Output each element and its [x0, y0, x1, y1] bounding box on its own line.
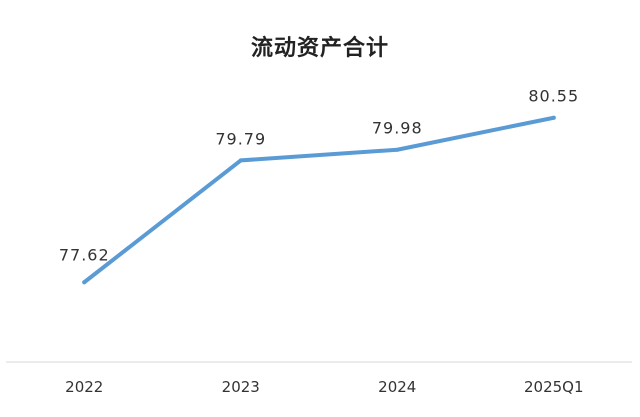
series-line [82, 115, 556, 285]
x-tick-label: 2023 [222, 378, 260, 396]
data-label: 80.55 [528, 87, 579, 106]
data-labels: 77.62 79.79 79.98 80.55 [59, 87, 579, 265]
x-tick-labels: 2022 2023 2024 2025Q1 [65, 378, 583, 396]
x-tick-label: 2022 [65, 378, 103, 396]
data-label: 79.98 [372, 119, 423, 138]
data-point-2024 [395, 147, 400, 152]
data-point-2025Q1 [551, 115, 556, 120]
x-tick-label: 2025Q1 [524, 378, 584, 396]
data-label: 79.79 [215, 129, 266, 148]
chart-title: 流动资产合计 [250, 35, 389, 61]
data-label: 77.62 [59, 245, 110, 264]
data-point-2022 [82, 280, 87, 285]
x-tick-label: 2024 [378, 378, 416, 396]
data-point-2023 [238, 158, 243, 163]
series-group [82, 115, 556, 285]
